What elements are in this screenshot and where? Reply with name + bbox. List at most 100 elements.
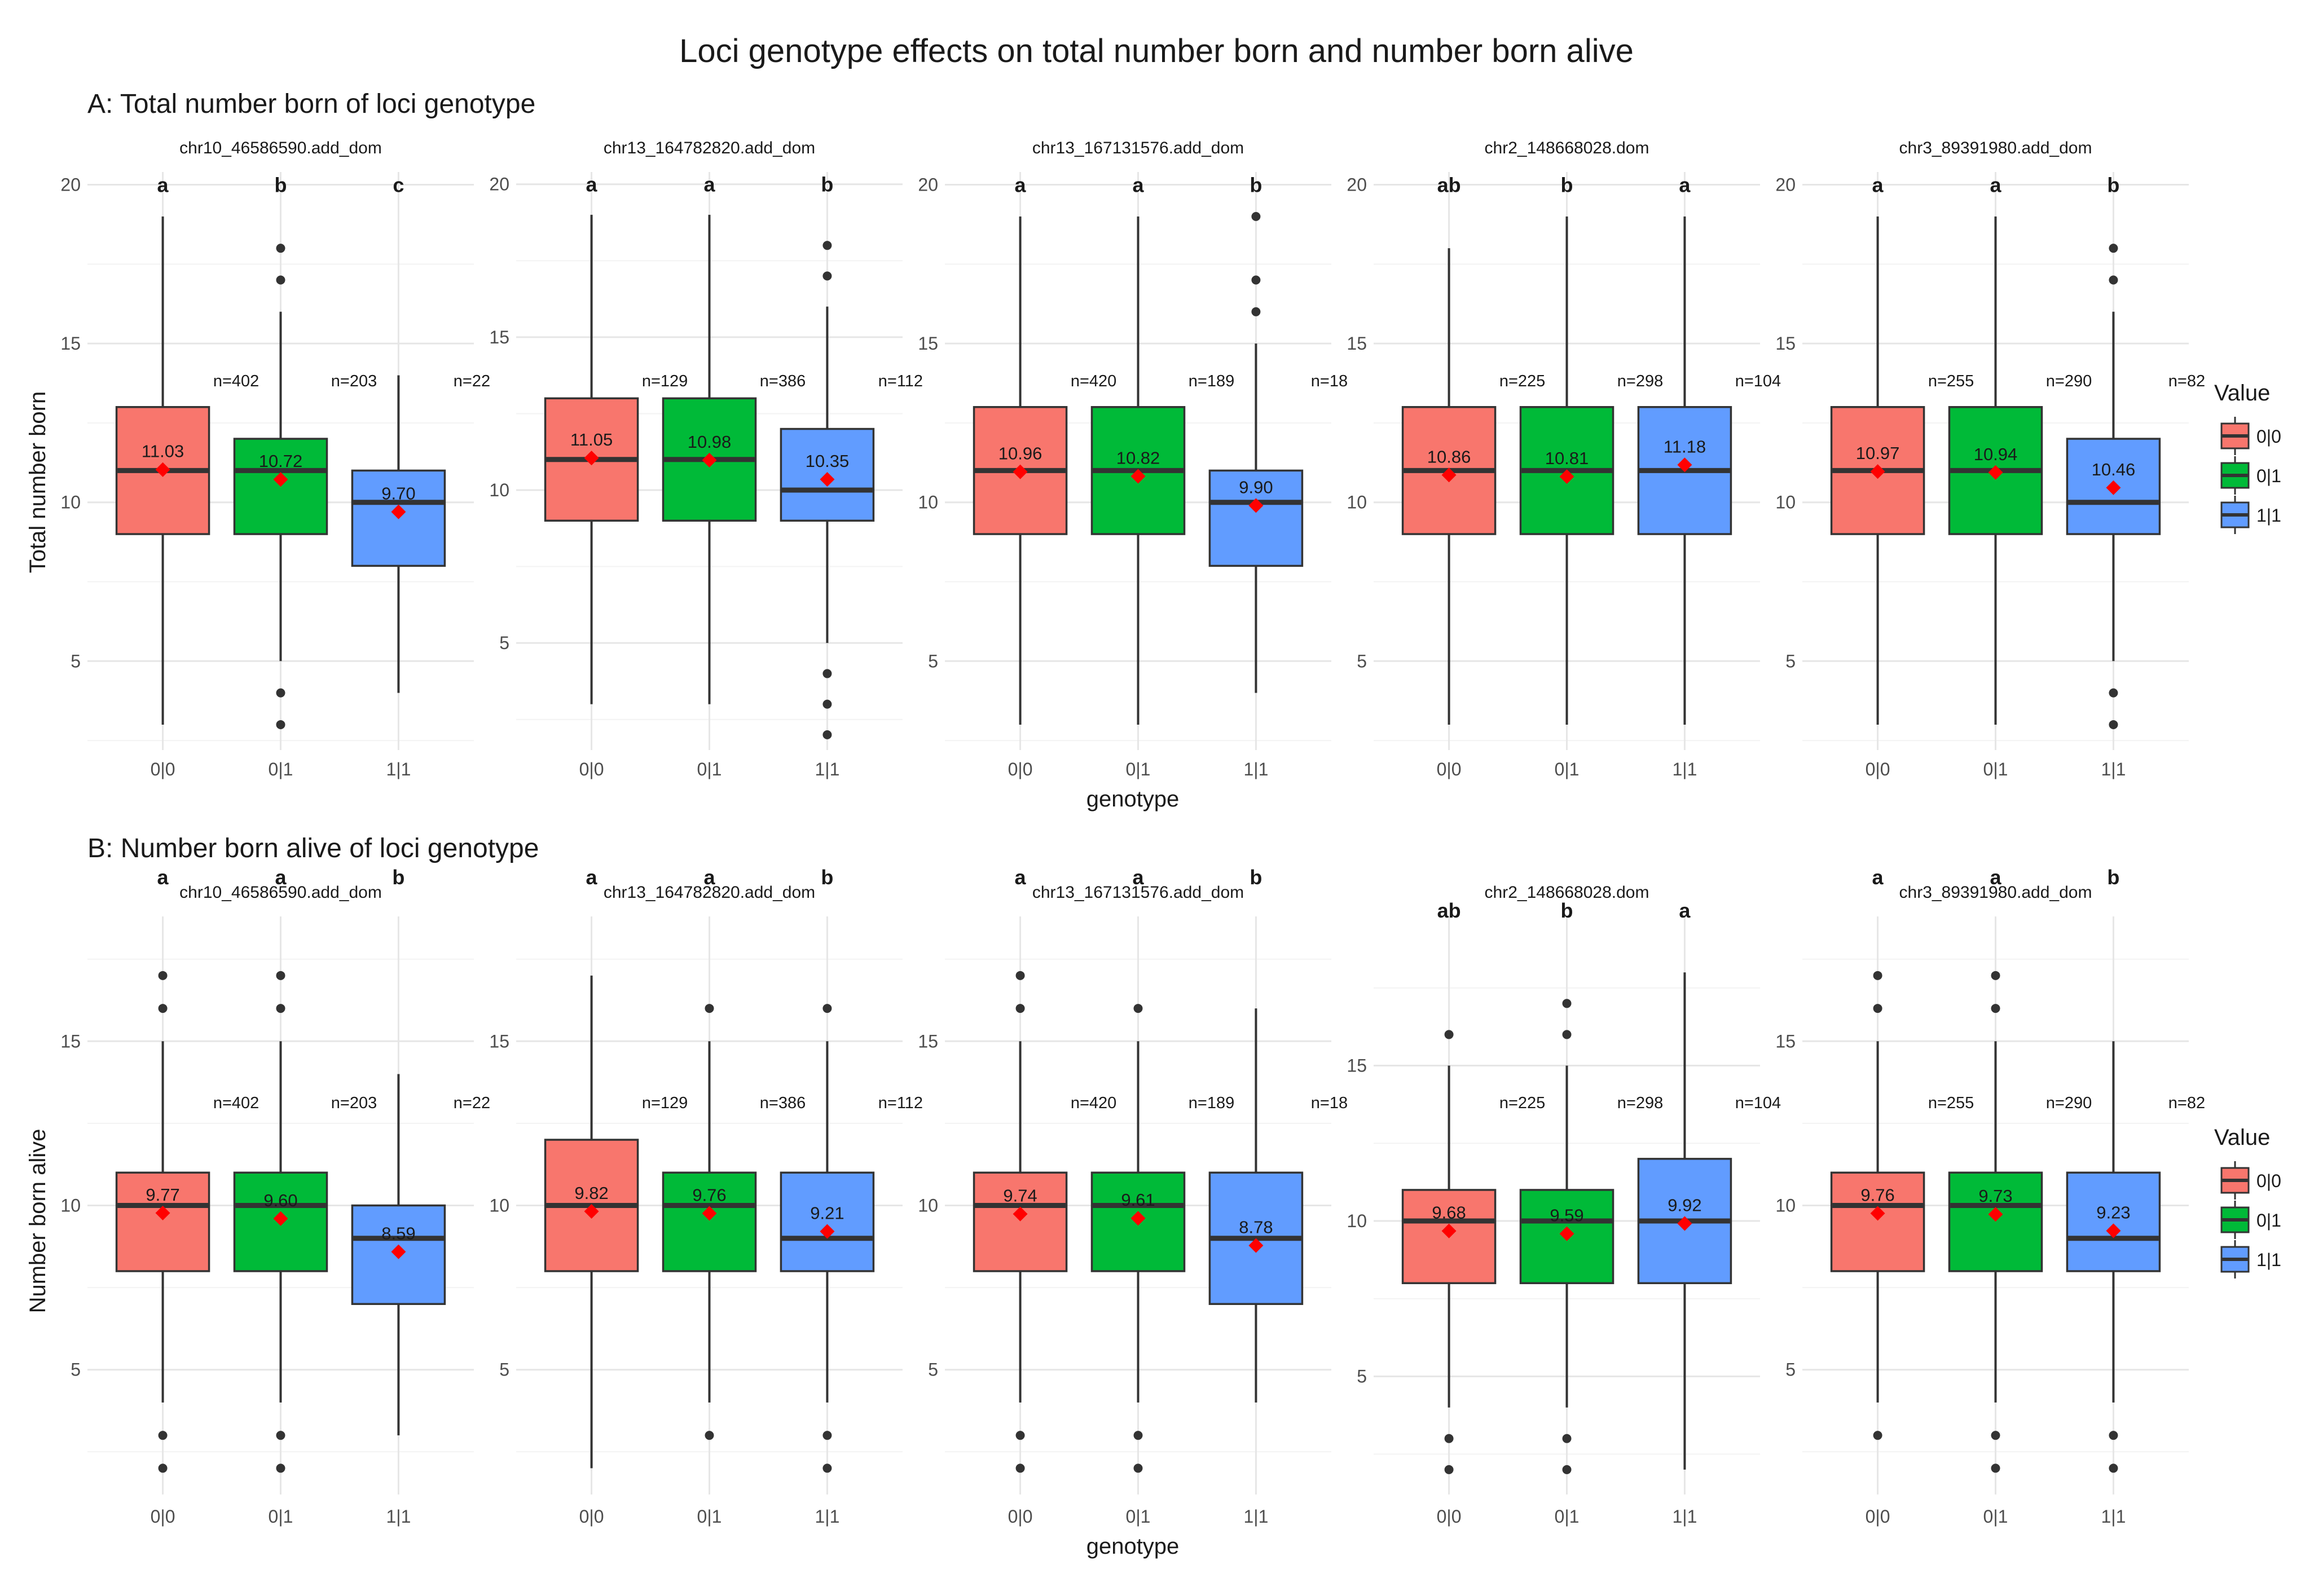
n-label: n=298 xyxy=(1617,372,1663,390)
x-tick-label: 1|1 xyxy=(2101,1506,2126,1527)
x-tick-label: 1|1 xyxy=(1243,759,1268,779)
significance-letter: a xyxy=(1015,866,1027,889)
facet-strip-label: chr10_46586590.add_dom xyxy=(179,139,382,157)
box-group: 11.05 a n=129 0|0 xyxy=(544,173,688,779)
mean-label: 9.92 xyxy=(1668,1195,1701,1215)
box xyxy=(115,1171,210,1272)
box xyxy=(662,1171,757,1272)
outlier-point xyxy=(2109,720,2118,729)
significance-letter: b xyxy=(1561,174,1573,197)
outlier-point xyxy=(822,699,832,709)
x-tick-label: 1|1 xyxy=(1243,1506,1268,1527)
significance-letter: b xyxy=(1250,174,1262,197)
n-label: n=290 xyxy=(2046,1094,2092,1112)
significance-letter: ab xyxy=(1437,174,1461,197)
outlier-point xyxy=(276,1431,285,1440)
box-group: 9.21 b n=112 1|1 xyxy=(780,866,923,1527)
outlier-point xyxy=(276,688,285,698)
y-tick-label: 5 xyxy=(1357,651,1367,671)
legend-key: 0|0 xyxy=(2220,1161,2281,1200)
mean-label: 9.70 xyxy=(381,484,415,504)
legend-label: 0|1 xyxy=(2256,466,2281,486)
significance-letter: a xyxy=(703,866,715,889)
x-tick-label: 0|1 xyxy=(1983,1506,2008,1527)
x-tick-label: 0|1 xyxy=(1983,759,2008,779)
mean-label: 10.97 xyxy=(1856,443,1900,463)
box-group: 9.70 c n=22 1|1 xyxy=(351,174,490,779)
outlier-point xyxy=(822,1004,832,1013)
outlier-point xyxy=(1133,1004,1143,1013)
panel-b-xlabel: genotype xyxy=(1086,1534,1180,1559)
facet: chr10_46586590.add_dom 5 10 15 9.77 a n=402 0|0… xyxy=(60,866,490,1527)
outlier-point xyxy=(1251,307,1261,316)
facet-strip-label: chr2_148668028.dom xyxy=(1485,883,1649,902)
x-tick-label: 1|1 xyxy=(815,1506,839,1527)
box xyxy=(2066,1171,2161,1272)
facet: chr13_164782820.add_dom 5 10 15 9.82 a n=129 0|… xyxy=(489,866,923,1527)
y-tick-label: 20 xyxy=(1775,175,1796,195)
box-group: 10.96 a n=420 0|0 xyxy=(973,174,1116,779)
n-label: n=203 xyxy=(331,1094,377,1112)
mean-marker xyxy=(2106,1223,2121,1238)
outlier-point xyxy=(1015,1431,1025,1440)
panel-a: chr10_46586590.add_dom 5 10 15 20 11.03 a n=402… xyxy=(60,139,2205,779)
significance-letter: a xyxy=(275,866,287,889)
x-tick-label: 1|1 xyxy=(2101,759,2126,779)
n-label: n=225 xyxy=(1499,372,1545,390)
mean-marker xyxy=(273,1211,288,1226)
mean-marker xyxy=(702,1206,717,1221)
mean-label: 10.46 xyxy=(2092,460,2136,479)
mean-marker xyxy=(1248,498,1264,513)
mean-label: 9.59 xyxy=(1550,1206,1583,1225)
mean-marker xyxy=(1441,1223,1457,1238)
significance-letter: a xyxy=(1990,174,2001,197)
x-tick-label: 1|1 xyxy=(386,759,411,779)
x-tick-label: 0|0 xyxy=(151,1506,175,1527)
mean-marker xyxy=(1988,1207,2003,1222)
n-label: n=22 xyxy=(454,1094,490,1112)
n-label: n=386 xyxy=(760,372,806,390)
mean-label: 8.59 xyxy=(381,1224,415,1244)
n-label: n=225 xyxy=(1499,1094,1545,1112)
significance-letter: a xyxy=(1015,174,1027,197)
outlier-point xyxy=(1015,1004,1025,1013)
legend-label: 0|1 xyxy=(2256,1210,2281,1231)
x-tick-label: 0|1 xyxy=(1126,1506,1151,1527)
mean-label: 9.23 xyxy=(2096,1202,2130,1222)
mean-label: 10.82 xyxy=(1116,448,1160,468)
panel-b: chr10_46586590.add_dom 5 10 15 9.77 a n=402 0|0… xyxy=(60,866,2205,1527)
box xyxy=(973,1171,1068,1272)
y-tick-label: 5 xyxy=(1785,1360,1796,1380)
facet-strip-label: chr13_164782820.add_dom xyxy=(604,139,815,157)
panel-a-ylabel: Total number born xyxy=(25,391,50,573)
y-tick-label: 15 xyxy=(1347,333,1367,354)
n-label: n=18 xyxy=(1311,1094,1348,1112)
y-tick-label: 20 xyxy=(918,175,938,195)
mean-marker xyxy=(1130,469,1146,484)
facet: chr13_167131576.add_dom 5 10 15 9.74 a n=420 0|… xyxy=(918,866,1348,1527)
n-label: n=255 xyxy=(1928,372,1974,390)
y-tick-label: 10 xyxy=(489,480,509,500)
legend-key: 1|1 xyxy=(2220,1240,2281,1278)
facet: chr3_89391980.add_dom 5 10 15 20 10.97 a n=255 0… xyxy=(1775,139,2205,779)
x-tick-label: 0|1 xyxy=(697,759,722,779)
box-group: 9.77 a n=402 0|0 xyxy=(115,866,259,1527)
box-group: 9.59 b n=298 0|1 xyxy=(1519,899,1663,1527)
mean-marker xyxy=(1677,1216,1692,1231)
box-group: 10.72 b n=203 0|1 xyxy=(233,174,377,779)
panel-b-title: B: Number born alive of loci genotype xyxy=(87,834,539,863)
y-tick-label: 5 xyxy=(928,1360,938,1380)
significance-letter: a xyxy=(1990,866,2001,889)
significance-letter: c xyxy=(393,174,404,197)
y-tick-label: 15 xyxy=(918,333,938,354)
y-tick-label: 10 xyxy=(918,1196,938,1216)
box-group: 9.73 a n=290 0|1 xyxy=(1948,866,2092,1527)
facet: chr13_164782820.add_dom 5 10 15 20 11.05 a n=12… xyxy=(489,139,923,779)
mean-label: 11.05 xyxy=(570,430,613,449)
mean-label: 9.74 xyxy=(1003,1186,1037,1206)
box xyxy=(780,1171,875,1272)
significance-letter: a xyxy=(1872,866,1884,889)
outlier-point xyxy=(822,730,832,739)
significance-letter: a xyxy=(586,173,598,196)
outlier-point xyxy=(1991,1431,2000,1440)
